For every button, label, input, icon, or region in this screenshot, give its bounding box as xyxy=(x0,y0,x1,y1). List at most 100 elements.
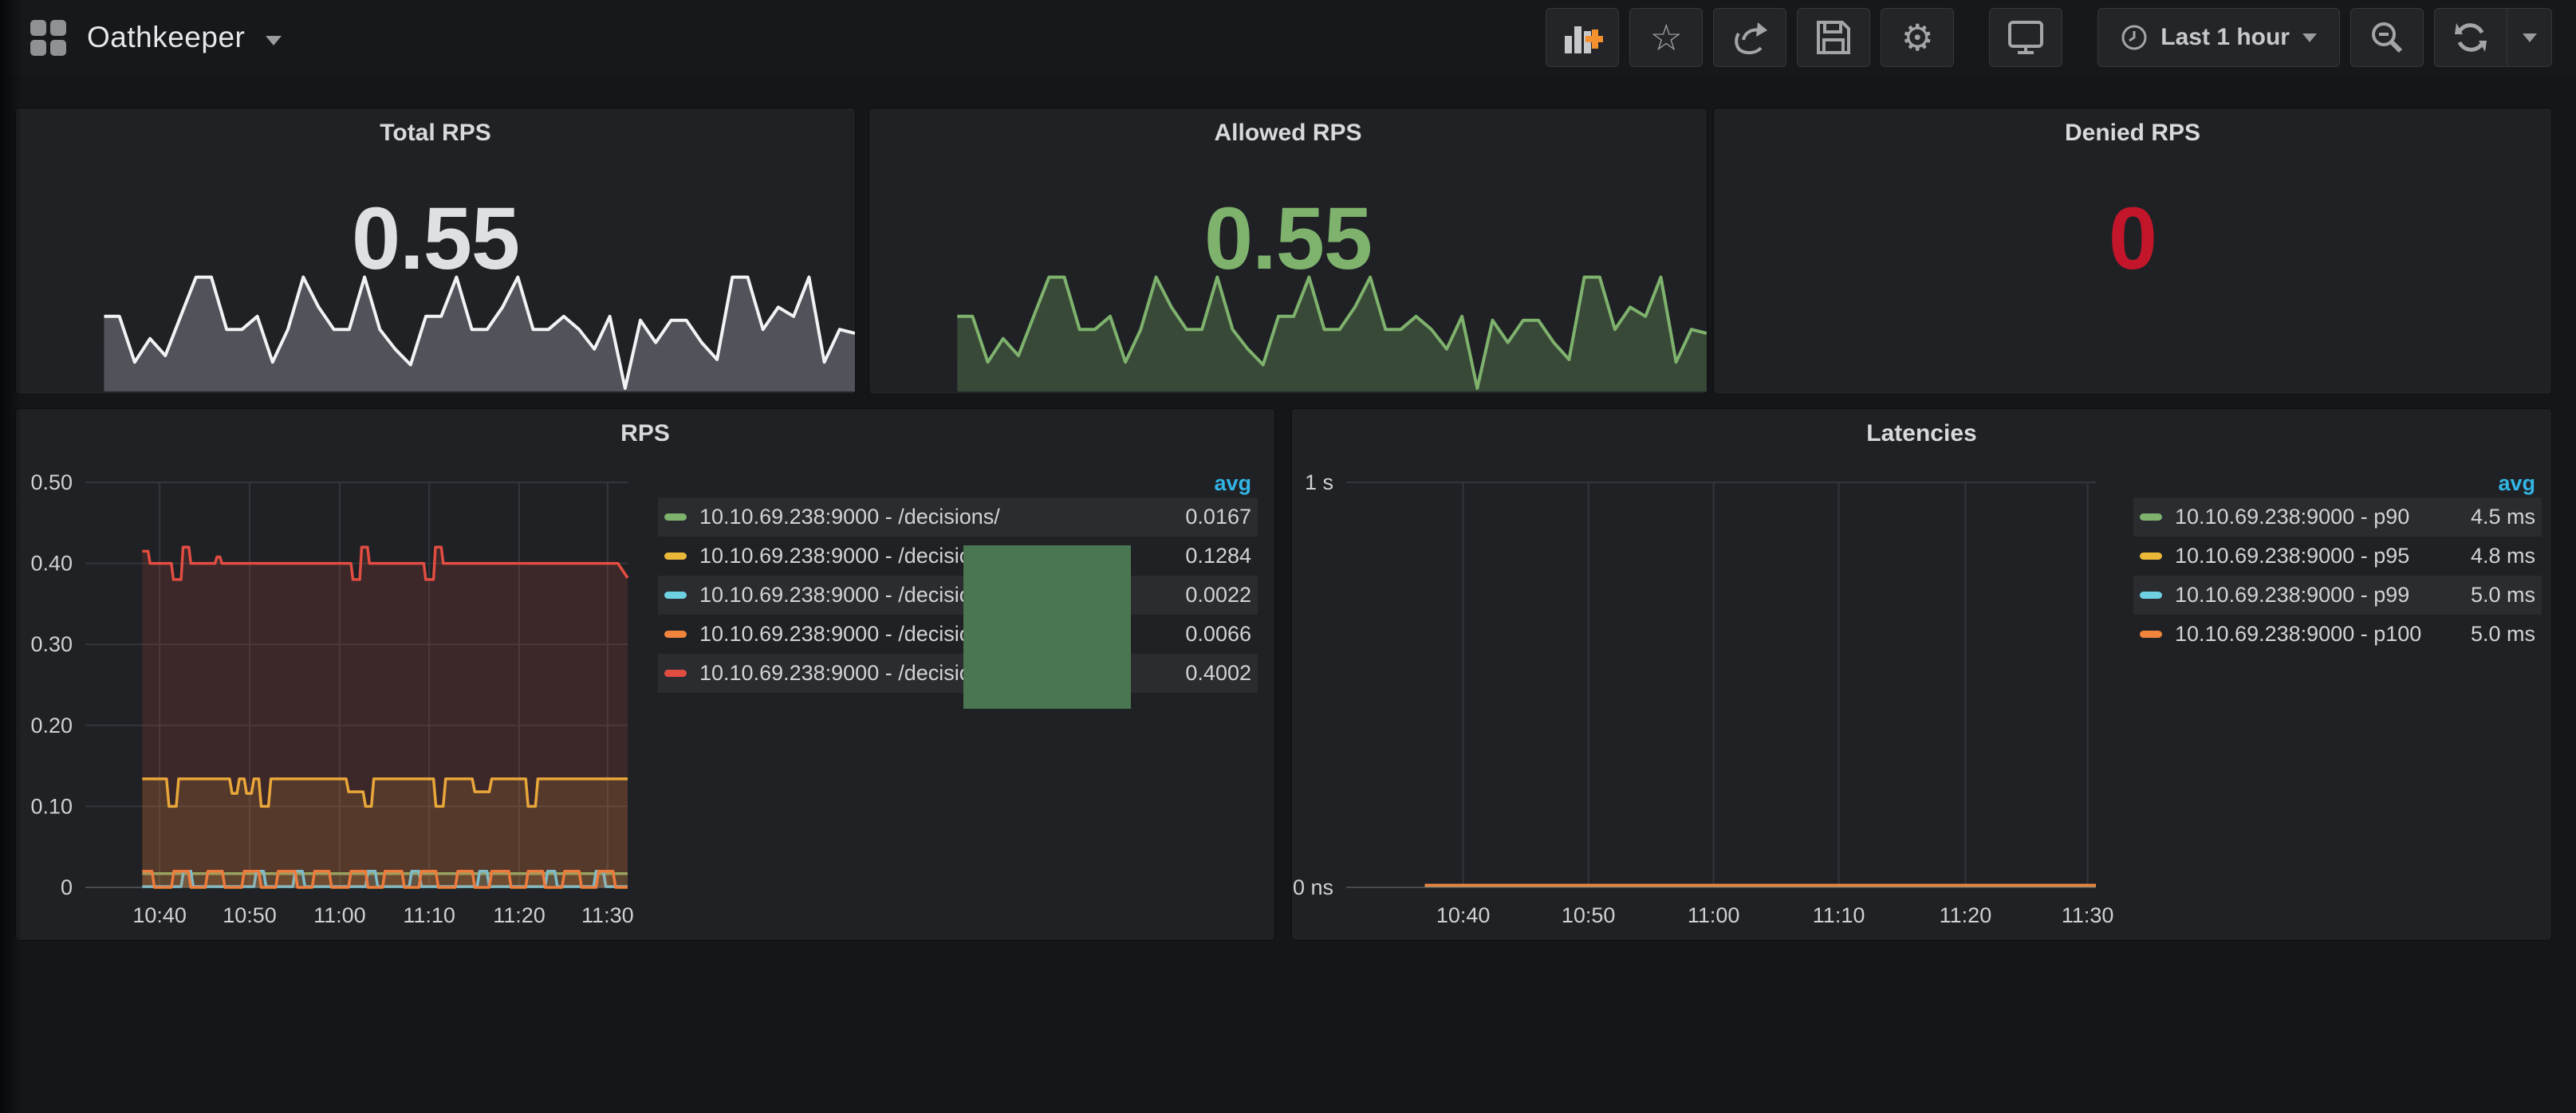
series-label[interactable]: 10.10.69.238:9000 - /decisions/ xyxy=(699,583,1000,607)
legend-row[interactable]: 10.10.69.238:9000 - /decisions/0.0066 xyxy=(658,615,1258,654)
svg-text:11:00: 11:00 xyxy=(313,903,366,927)
series-color-swatch-icon[interactable] xyxy=(664,631,687,638)
clock-icon xyxy=(2121,25,2147,50)
series-label[interactable]: 10.10.69.238:9000 - /decisions/ xyxy=(699,661,1000,685)
legend-row[interactable]: 10.10.69.238:9000 - /decisions/0.1284 xyxy=(658,537,1258,576)
sidebar-edge-shadow xyxy=(0,0,22,1113)
refresh-button[interactable] xyxy=(2434,8,2507,67)
legend-row[interactable]: 10.10.69.238:9000 - p95 4.8 ms xyxy=(2133,537,2542,576)
panel-title[interactable]: Denied RPS xyxy=(2064,120,2201,146)
rps-legend: avg 10.10.69.238:9000 - /decisions/0.0167… xyxy=(658,469,1258,693)
refresh-interval-button[interactable] xyxy=(2507,8,2552,67)
series-color-swatch-icon[interactable] xyxy=(2140,553,2162,560)
sparkline-allowed-rps xyxy=(957,275,1707,391)
svg-text:0 ns: 0 ns xyxy=(1293,875,1333,899)
refresh-interval-caret-icon xyxy=(2522,33,2537,42)
series-label[interactable]: 10.10.69.238:9000 - p90 xyxy=(2175,505,2410,529)
dashboard-grid-icon[interactable] xyxy=(30,19,66,56)
legend-row[interactable]: 10.10.69.238:9000 - /decisions/0.4002 xyxy=(658,654,1258,693)
series-avg-value: 0.0066 xyxy=(1185,622,1251,646)
legend-avg-header: avg xyxy=(2498,471,2535,495)
tv-monitor-icon xyxy=(2008,21,2044,54)
svg-text:11:30: 11:30 xyxy=(581,903,634,927)
svg-text:11:20: 11:20 xyxy=(1940,903,1992,927)
legend-row[interactable]: 10.10.69.238:9000 - /decisions/0.0022 xyxy=(658,576,1258,615)
dashboard-title[interactable]: Oathkeeper xyxy=(87,21,246,53)
share-icon xyxy=(1735,22,1768,55)
series-label[interactable]: 10.10.69.238:9000 - p95 xyxy=(2175,544,2410,568)
svg-text:0.20: 0.20 xyxy=(30,714,73,737)
svg-text:10:40: 10:40 xyxy=(132,903,187,927)
svg-text:11:10: 11:10 xyxy=(1813,903,1865,927)
zoom-out-icon xyxy=(2372,22,2403,53)
time-range-picker[interactable]: Last 1 hour xyxy=(2097,8,2340,67)
rps-time-series-plot[interactable]: 0.50 0.40 0.30 0.20 0.10 0 10:40 10:50 11:00 11:1… xyxy=(16,409,1274,940)
stat-value-total-rps: 0.55 xyxy=(351,190,520,288)
svg-text:0: 0 xyxy=(61,875,73,899)
svg-text:0.30: 0.30 xyxy=(30,632,73,656)
settings-button[interactable]: ⚙ xyxy=(1881,8,1955,67)
series-color-swatch-icon[interactable] xyxy=(664,670,687,677)
latencies-legend: avg 10.10.69.238:9000 - p90 4.5 ms 10.10.69… xyxy=(2133,469,2542,654)
svg-text:11:00: 11:00 xyxy=(1688,903,1740,927)
save-button[interactable] xyxy=(1797,8,1871,67)
green-overlay-artifact xyxy=(963,545,1131,709)
svg-text:10:50: 10:50 xyxy=(223,903,277,927)
series-avg-value: 5.0 ms xyxy=(2470,622,2535,646)
refresh-split-button xyxy=(2434,8,2552,67)
series-color-swatch-icon[interactable] xyxy=(2140,631,2162,638)
series-avg-value: 4.5 ms xyxy=(2470,505,2535,529)
series-color-swatch-icon[interactable] xyxy=(2140,592,2162,599)
panel-title[interactable]: Total RPS xyxy=(380,120,491,146)
navbar: Oathkeeper ☆ xyxy=(0,0,2576,75)
series-color-swatch-icon[interactable] xyxy=(664,553,687,560)
svg-text:0.40: 0.40 xyxy=(30,552,73,576)
panel-allowed-rps: Allowed RPS 0.55 xyxy=(869,108,1707,394)
series-label[interactable]: 10.10.69.238:9000 - /decisions/ xyxy=(699,622,1000,646)
svg-text:11:10: 11:10 xyxy=(403,903,455,927)
add-panel-button[interactable] xyxy=(1546,8,1620,67)
add-panel-icon xyxy=(1565,26,1604,53)
gear-icon: ⚙ xyxy=(1900,17,1934,58)
series-color-swatch-icon[interactable] xyxy=(664,513,687,521)
legend-row[interactable]: 10.10.69.238:9000 - p90 4.5 ms xyxy=(2133,498,2542,537)
svg-text:0.50: 0.50 xyxy=(30,470,73,494)
legend-row[interactable]: 10.10.69.238:9000 - p99 5.0 ms xyxy=(2133,576,2542,615)
svg-text:10:50: 10:50 xyxy=(1562,903,1616,927)
series-label[interactable]: 10.10.69.238:9000 - /decisions/ xyxy=(699,544,1000,568)
series-avg-value: 4.8 ms xyxy=(2470,544,2535,568)
legend-row[interactable]: 10.10.69.238:9000 - /decisions/0.0167 xyxy=(658,498,1258,537)
series-label[interactable]: 10.10.69.238:9000 - p100 xyxy=(2175,622,2422,646)
series-avg-value: 0.4002 xyxy=(1185,661,1251,685)
series-avg-value: 0.0022 xyxy=(1185,583,1251,607)
panel-denied-rps: Denied RPS 0 xyxy=(1714,108,2551,394)
panel-latencies-chart: Latencies 1 s 0 ns 10:40 10:50 11:00 11:10 11:… xyxy=(1292,409,2551,940)
svg-text:0.10: 0.10 xyxy=(30,794,73,818)
series-avg-value: 0.0167 xyxy=(1185,505,1251,529)
panel-title[interactable]: Allowed RPS xyxy=(1214,120,1362,146)
latencies-time-series-plot[interactable]: 1 s 0 ns 10:40 10:50 11:00 11:10 11:20 11:30 xyxy=(1292,409,2551,940)
svg-text:11:20: 11:20 xyxy=(493,903,546,927)
panel-title[interactable]: Latencies xyxy=(1866,420,1977,446)
series-color-swatch-icon[interactable] xyxy=(2140,513,2162,521)
time-range-label: Last 1 hour xyxy=(2160,24,2290,50)
panel-title[interactable]: RPS xyxy=(620,420,670,446)
save-icon xyxy=(1817,21,1851,54)
legend-row[interactable]: 10.10.69.238:9000 - p100 5.0 ms xyxy=(2133,615,2542,654)
series-color-swatch-icon[interactable] xyxy=(664,592,687,599)
panel-total-rps: Total RPS 0.55 xyxy=(16,108,855,394)
legend-avg-header: avg xyxy=(1214,471,1251,495)
svg-text:1 s: 1 s xyxy=(1305,470,1333,494)
svg-text:10:40: 10:40 xyxy=(1436,903,1491,927)
series-label[interactable]: 10.10.69.238:9000 - p99 xyxy=(2175,583,2410,607)
stat-value-allowed-rps: 0.55 xyxy=(1203,190,1373,288)
star-button[interactable]: ☆ xyxy=(1629,8,1704,67)
navbar-left: Oathkeeper xyxy=(30,19,282,56)
refresh-icon xyxy=(2455,23,2487,52)
zoom-out-button[interactable] xyxy=(2350,8,2424,67)
series-label[interactable]: 10.10.69.238:9000 - /decisions/ xyxy=(699,505,1000,529)
cycle-view-button[interactable] xyxy=(1989,8,2063,67)
stat-value-denied-rps: 0 xyxy=(2108,190,2157,288)
title-caret-icon[interactable] xyxy=(266,36,282,45)
share-button[interactable] xyxy=(1713,8,1787,67)
